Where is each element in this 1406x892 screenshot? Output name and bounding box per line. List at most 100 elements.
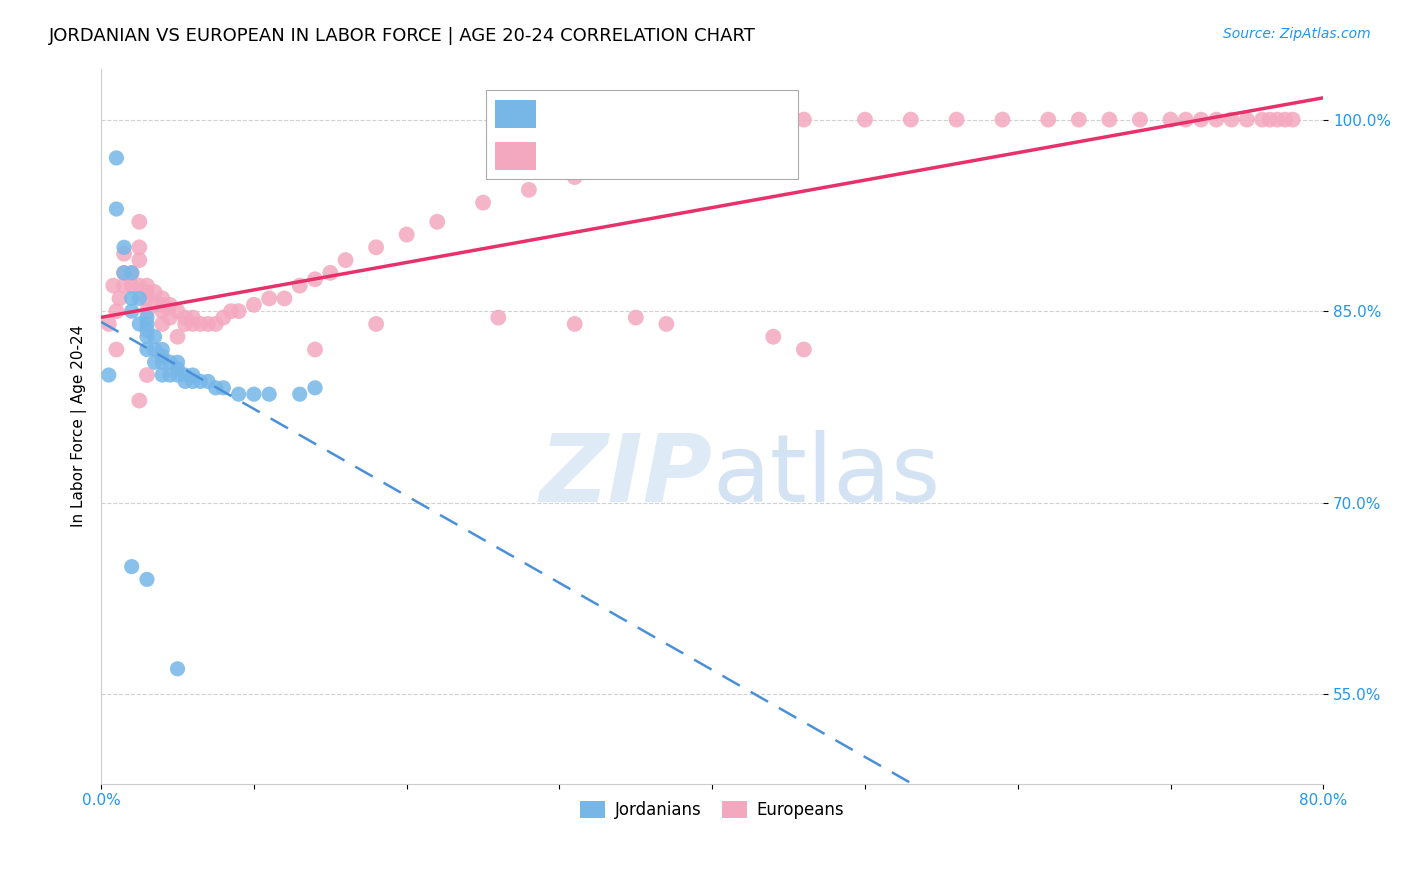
Point [121,266,143,280]
Point [166,361,188,376]
Point [128,393,150,408]
Point [174,310,197,325]
Point [136,278,159,293]
Point [204,317,226,331]
Point [243,298,266,312]
Point [304,272,326,286]
Point [257,387,280,401]
Point [793,343,815,357]
Point [136,323,159,337]
Point [1236,112,1258,127]
Point [1098,112,1121,127]
Point [143,298,166,312]
Point [1205,112,1227,127]
Point [174,368,197,382]
Point [105,202,128,216]
Point [128,215,150,229]
Point [121,559,143,574]
Point [197,317,219,331]
Y-axis label: In Labor Force | Age 20-24: In Labor Force | Age 20-24 [72,325,87,527]
Point [136,317,159,331]
Point [128,253,150,268]
Point [136,573,159,587]
Point [150,368,173,382]
Point [166,304,188,318]
Point [136,310,159,325]
Point [121,304,143,318]
Point [190,375,212,389]
Point [702,132,724,146]
Text: Source: ZipAtlas.com: Source: ZipAtlas.com [1223,27,1371,41]
Point [97,317,120,331]
Point [105,151,128,165]
Point [143,343,166,357]
Point [105,343,128,357]
Point [112,278,135,293]
Point [136,304,159,318]
Point [128,292,150,306]
Point [181,310,204,325]
Point [243,387,266,401]
Point [1160,112,1182,127]
Point [112,266,135,280]
Point [655,145,678,159]
Point [150,349,173,363]
Point [128,240,150,254]
Point [1274,112,1296,127]
Point [112,266,135,280]
Point [190,317,212,331]
Point [136,292,159,306]
Point [564,317,586,331]
Point [143,329,166,343]
Point [853,112,876,127]
Point [1038,112,1060,127]
Point [136,329,159,343]
Point [395,227,418,242]
Point [143,285,166,299]
Point [288,387,311,401]
Point [121,292,143,306]
Point [747,125,769,139]
Point [273,292,295,306]
Text: ZIP: ZIP [540,430,713,522]
Point [166,329,188,343]
Point [228,304,250,318]
Point [1220,112,1243,127]
Point [204,381,226,395]
Point [121,278,143,293]
Text: JORDANIAN VS EUROPEAN IN LABOR FORCE | AGE 20-24 CORRELATION CHART: JORDANIAN VS EUROPEAN IN LABOR FORCE | A… [49,27,756,45]
Point [304,381,326,395]
Point [181,317,204,331]
Point [174,317,197,331]
Point [1251,112,1274,127]
Point [319,266,342,280]
Point [97,368,120,382]
Point [793,112,815,127]
Point [128,317,150,331]
Point [991,112,1014,127]
Point [166,368,188,382]
Point [105,304,128,318]
Point [150,292,173,306]
Point [150,298,173,312]
Point [112,240,135,254]
Point [609,157,631,171]
Point [257,292,280,306]
Point [486,310,509,325]
Legend: Jordanians, Europeans: Jordanians, Europeans [574,794,851,825]
Point [1067,112,1090,127]
Point [288,278,311,293]
Point [212,381,235,395]
Point [143,355,166,369]
Point [166,662,188,676]
Point [624,310,647,325]
Point [219,304,242,318]
Point [1258,112,1281,127]
Text: atlas: atlas [713,430,941,522]
Point [159,298,181,312]
Point [1174,112,1197,127]
Point [304,343,326,357]
Point [166,355,188,369]
Point [212,310,235,325]
Point [197,375,219,389]
